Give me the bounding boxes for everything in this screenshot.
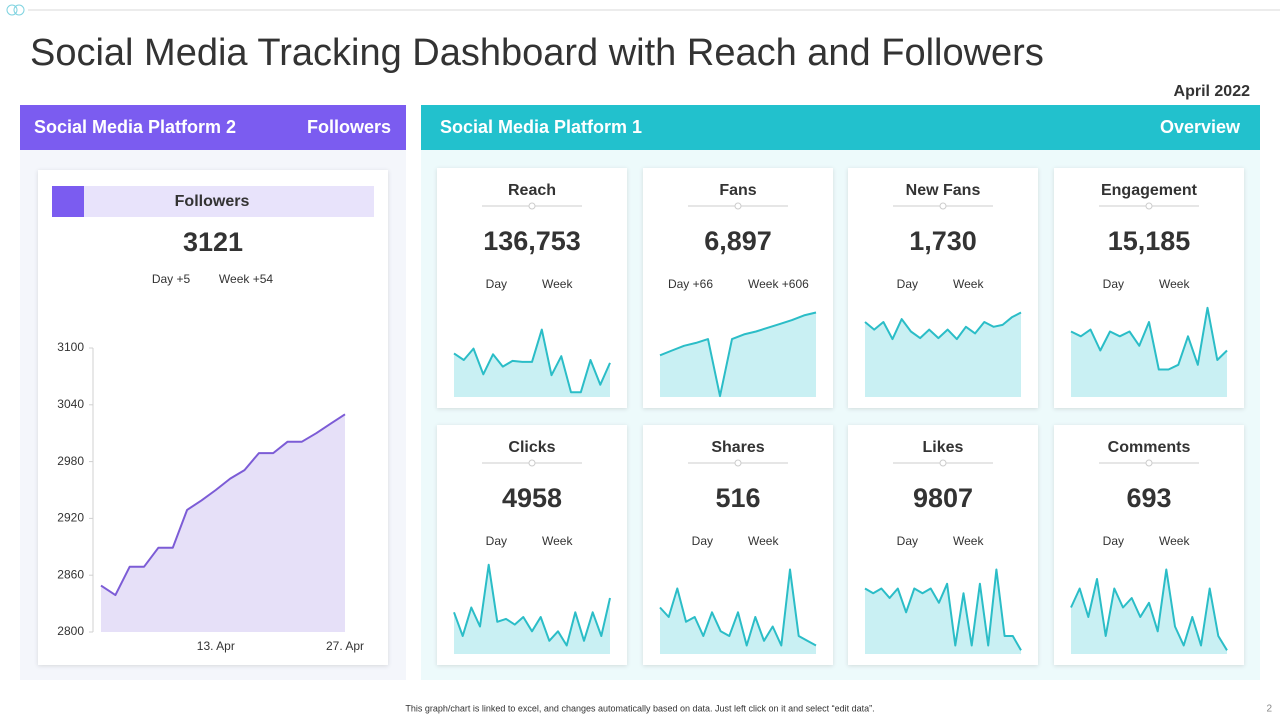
footer: This graph/chart is linked to excel, and… bbox=[405, 703, 874, 713]
x-tick-label: 27. Apr bbox=[326, 639, 364, 653]
kpi: 3121 bbox=[183, 227, 243, 257]
x-tick-label: 13. Apr bbox=[197, 639, 235, 653]
divider-dot bbox=[939, 459, 947, 467]
day-label: Day bbox=[897, 277, 918, 291]
day-label: Day bbox=[1103, 277, 1124, 291]
divider-dot bbox=[939, 202, 947, 210]
y-tick-label: 2980 bbox=[57, 454, 84, 468]
line bbox=[864, 568, 1022, 651]
card-title: Likes bbox=[923, 439, 964, 456]
kpi: 136,753 bbox=[483, 226, 581, 256]
day-label: Day bbox=[486, 534, 507, 548]
left-header-title: Social Media Platform 2 bbox=[34, 117, 236, 137]
kpi: 693 bbox=[1126, 483, 1171, 513]
week-label: Week bbox=[1159, 277, 1190, 291]
divider-dot bbox=[1145, 202, 1153, 210]
kpi: 6,897 bbox=[704, 226, 772, 256]
left-header bbox=[20, 105, 406, 150]
area bbox=[660, 569, 816, 654]
right-header-title: Social Media Platform 1 bbox=[440, 117, 642, 137]
card-title: New Fans bbox=[906, 182, 981, 199]
right-header-tag: Overview bbox=[1160, 117, 1241, 137]
card-title: Reach bbox=[508, 182, 556, 199]
card-title: Followers bbox=[175, 193, 250, 210]
kpi: 9807 bbox=[913, 483, 973, 513]
left-header-tag: Followers bbox=[307, 117, 391, 137]
week-label: Week bbox=[1159, 534, 1190, 548]
day-label: Day +5 bbox=[152, 272, 191, 286]
line bbox=[453, 563, 611, 647]
card-title: Shares bbox=[711, 439, 764, 456]
week-label: Week +606 bbox=[748, 277, 809, 291]
legend-swatch bbox=[52, 186, 84, 217]
divider-dot bbox=[528, 459, 536, 467]
divider-dot bbox=[734, 202, 742, 210]
kpi: 4958 bbox=[502, 483, 562, 513]
card-title: Fans bbox=[719, 182, 756, 199]
page-number: 2 bbox=[1266, 704, 1272, 715]
right-header bbox=[421, 105, 1260, 150]
day-label: Day bbox=[897, 534, 918, 548]
area bbox=[454, 329, 610, 397]
week-label: Week bbox=[748, 534, 779, 548]
line bbox=[659, 311, 817, 398]
day-label: Day bbox=[486, 277, 507, 291]
logo-ring bbox=[13, 4, 25, 16]
date: April 2022 bbox=[1174, 83, 1251, 100]
week-label: Week bbox=[542, 277, 573, 291]
logo-ring bbox=[6, 4, 18, 16]
area bbox=[1071, 307, 1227, 397]
week-label: Week bbox=[953, 534, 984, 548]
y-tick-label: 2800 bbox=[57, 624, 84, 638]
kpi: 15,185 bbox=[1108, 226, 1191, 256]
y-tick-label: 2920 bbox=[57, 511, 84, 525]
week-label: Week +54 bbox=[219, 272, 273, 286]
line bbox=[1070, 568, 1228, 651]
page-title: Social Media Tracking Dashboard with Rea… bbox=[30, 32, 1044, 74]
y-tick-label: 3040 bbox=[57, 397, 84, 411]
line bbox=[100, 413, 346, 597]
kpi: 516 bbox=[715, 483, 760, 513]
week-label: Week bbox=[953, 277, 984, 291]
card-title: Clicks bbox=[508, 439, 555, 456]
week-label: Week bbox=[542, 534, 573, 548]
kpi: 1,730 bbox=[909, 226, 977, 256]
line bbox=[453, 328, 611, 394]
area bbox=[101, 414, 345, 632]
line bbox=[659, 568, 817, 647]
card-title: Comments bbox=[1108, 439, 1191, 456]
area bbox=[660, 312, 816, 397]
divider-dot bbox=[734, 459, 742, 467]
line bbox=[864, 311, 1022, 341]
area bbox=[865, 569, 1021, 654]
y-tick-label: 3100 bbox=[57, 340, 84, 354]
y-tick-label: 2860 bbox=[57, 567, 84, 581]
day-label: Day +66 bbox=[668, 277, 713, 291]
title-band bbox=[84, 186, 374, 217]
line bbox=[1070, 306, 1228, 371]
day-label: Day bbox=[1103, 534, 1124, 548]
divider-dot bbox=[1145, 459, 1153, 467]
area bbox=[865, 312, 1021, 397]
divider-dot bbox=[528, 202, 536, 210]
day-label: Day bbox=[692, 534, 713, 548]
card-title: Engagement bbox=[1101, 182, 1198, 199]
